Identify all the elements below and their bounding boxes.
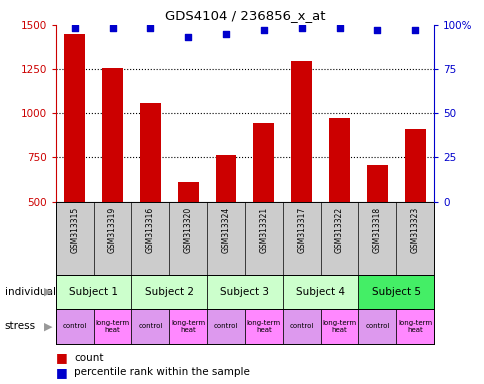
- Text: GSM313322: GSM313322: [334, 207, 343, 253]
- Bar: [215, 155, 236, 290]
- Point: [71, 25, 78, 31]
- Text: long-term
heat: long-term heat: [322, 320, 356, 333]
- Text: stress: stress: [5, 321, 36, 331]
- Text: long-term
heat: long-term heat: [95, 320, 129, 333]
- Point: [222, 31, 229, 37]
- Text: GSM313316: GSM313316: [146, 207, 154, 253]
- Bar: [282, 275, 358, 309]
- Point: [373, 27, 380, 33]
- Text: Subject 4: Subject 4: [295, 287, 345, 297]
- Text: GSM313324: GSM313324: [221, 207, 230, 253]
- Text: GSM313317: GSM313317: [297, 207, 305, 253]
- Bar: [207, 275, 282, 309]
- Bar: [64, 34, 85, 290]
- Point: [410, 27, 418, 33]
- Text: ■: ■: [56, 351, 67, 364]
- Text: GSM313320: GSM313320: [183, 207, 192, 253]
- Text: GSM313315: GSM313315: [70, 207, 79, 253]
- Bar: [207, 309, 244, 344]
- Bar: [291, 61, 311, 290]
- Text: GSM313323: GSM313323: [410, 207, 419, 253]
- Text: GSM313321: GSM313321: [259, 207, 268, 253]
- Text: control: control: [138, 323, 162, 329]
- Text: control: control: [289, 323, 313, 329]
- Text: GSM313318: GSM313318: [372, 207, 381, 253]
- Bar: [244, 309, 282, 344]
- Text: count: count: [74, 353, 104, 363]
- Text: Subject 2: Subject 2: [144, 287, 194, 297]
- Bar: [395, 309, 433, 344]
- Point: [108, 25, 116, 31]
- Title: GDS4104 / 236856_x_at: GDS4104 / 236856_x_at: [165, 9, 324, 22]
- Text: control: control: [213, 323, 238, 329]
- Text: control: control: [62, 323, 87, 329]
- Text: long-term
heat: long-term heat: [171, 320, 205, 333]
- Text: long-term
heat: long-term heat: [246, 320, 280, 333]
- Bar: [178, 182, 198, 290]
- Bar: [404, 129, 424, 290]
- Text: Subject 1: Subject 1: [69, 287, 118, 297]
- Text: ▶: ▶: [44, 321, 52, 331]
- Text: individual: individual: [5, 287, 56, 297]
- Text: ▶: ▶: [44, 287, 52, 297]
- Text: percentile rank within the sample: percentile rank within the sample: [74, 367, 250, 377]
- Text: long-term
heat: long-term heat: [397, 320, 431, 333]
- Bar: [93, 309, 131, 344]
- Text: Subject 3: Subject 3: [220, 287, 269, 297]
- Text: GSM313319: GSM313319: [108, 207, 117, 253]
- Bar: [253, 123, 273, 290]
- Bar: [329, 118, 349, 290]
- Bar: [366, 164, 387, 290]
- Bar: [56, 275, 131, 309]
- Bar: [56, 309, 93, 344]
- Point: [146, 25, 154, 31]
- Bar: [131, 309, 169, 344]
- Point: [335, 25, 343, 31]
- Text: ■: ■: [56, 366, 67, 379]
- Point: [184, 34, 192, 40]
- Bar: [282, 309, 320, 344]
- Bar: [358, 275, 433, 309]
- Text: Subject 5: Subject 5: [371, 287, 420, 297]
- Bar: [169, 309, 207, 344]
- Text: control: control: [364, 323, 389, 329]
- Point: [297, 25, 305, 31]
- Bar: [102, 68, 122, 290]
- Bar: [320, 309, 358, 344]
- Bar: [131, 275, 207, 309]
- Bar: [358, 309, 395, 344]
- Bar: [140, 103, 160, 290]
- Point: [259, 27, 267, 33]
